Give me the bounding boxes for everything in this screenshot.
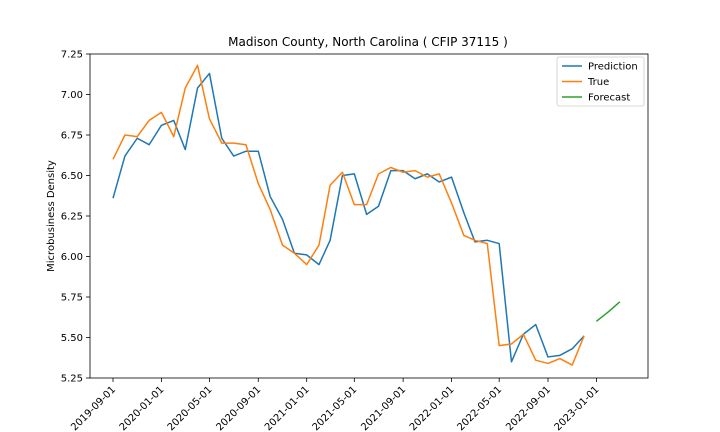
x-tick-label: 2022-09-01 <box>504 384 553 432</box>
x-tick-label: 2020-09-01 <box>215 384 264 432</box>
x-tick-label: 2021-01-01 <box>263 384 312 432</box>
x-tick-label: 2020-01-01 <box>118 384 167 432</box>
plot-frame <box>89 53 649 379</box>
y-tick-label: 7.25 <box>61 50 83 61</box>
y-tick-label: 6.00 <box>61 252 83 263</box>
y-tick-label: 5.25 <box>61 374 83 385</box>
legend: Prediction True Forecast <box>556 56 645 107</box>
y-tick-label: 6.25 <box>61 212 83 223</box>
y-tick-label: 6.75 <box>61 131 83 142</box>
y-tick-label: 6.50 <box>61 171 83 182</box>
x-tick-label: 2020-05-01 <box>166 384 215 432</box>
x-tick-label: 2021-05-01 <box>311 384 360 432</box>
y-tick-label: 5.75 <box>61 293 83 304</box>
plot-area: 5.25 5.50 5.75 6.00 6.25 6.50 6.75 7.00 7.25 2019… <box>61 50 621 432</box>
series-line-prediction <box>112 72 585 363</box>
chart-title: Madison County, North Carolina ( CFIP 37… <box>228 35 508 49</box>
series-line-true <box>112 64 585 366</box>
legend-label: Forecast <box>588 93 630 104</box>
series-line-forecast <box>595 301 621 322</box>
legend-label: True <box>587 77 609 88</box>
legend-label: Prediction <box>588 62 638 73</box>
x-tick-label: 2022-01-01 <box>408 384 457 432</box>
legend-box <box>556 56 645 107</box>
x-tick-label: 2023-01-01 <box>553 384 602 432</box>
x-tick-label: 2019-09-01 <box>69 384 118 432</box>
y-axis-label: Microbusiness Density <box>46 160 57 272</box>
x-tick-label: 2021-09-01 <box>359 384 408 432</box>
y-tick-label: 7.00 <box>61 90 83 101</box>
x-tick-label: 2022-05-01 <box>455 384 504 432</box>
y-tick-label: 5.50 <box>61 333 83 344</box>
